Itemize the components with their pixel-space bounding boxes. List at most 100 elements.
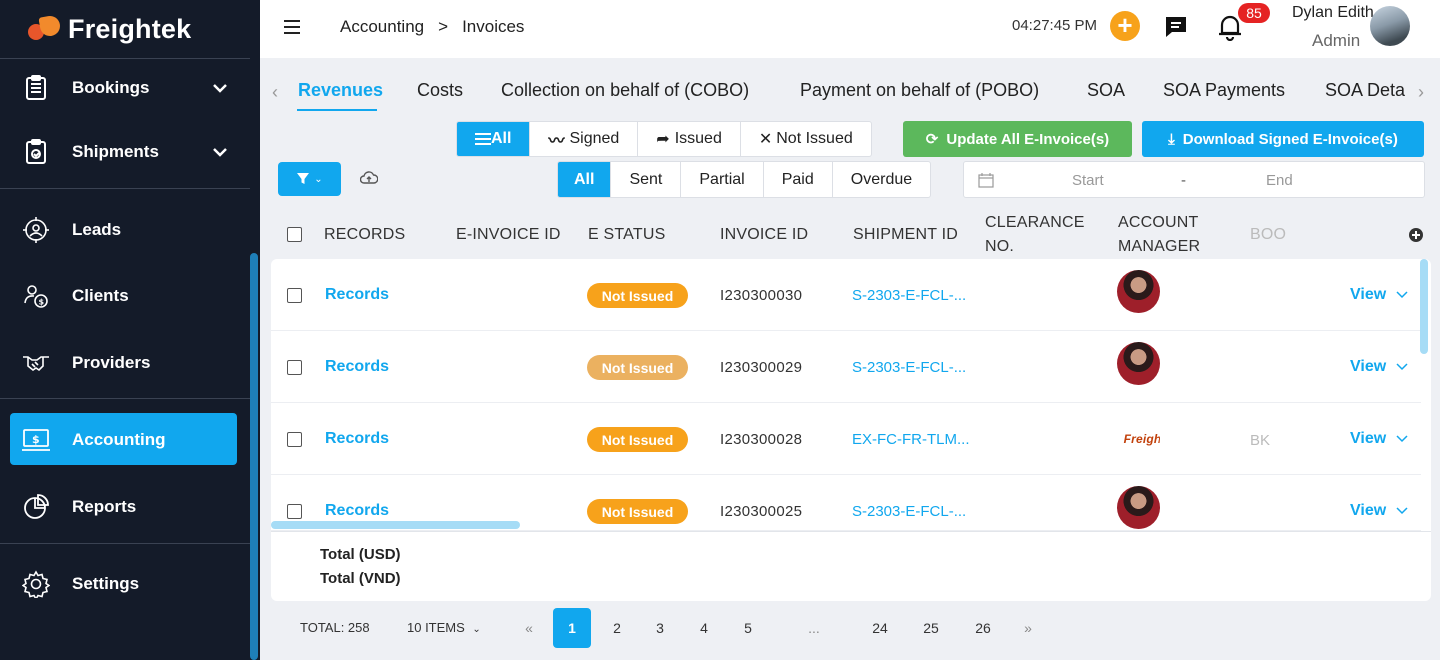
view-link[interactable]: View: [1350, 430, 1387, 447]
column-header-manager-line1[interactable]: ACCOUNT: [1118, 214, 1199, 231]
prev-page-button[interactable]: «: [525, 620, 533, 636]
records-link[interactable]: Records: [325, 502, 390, 519]
payment-paid-button[interactable]: Paid: [762, 162, 832, 197]
tab-soa-details[interactable]: SOA Deta: [1325, 80, 1406, 100]
table-row[interactable]: Records Not Issued I230300030 S-2303-E-F…: [271, 259, 1421, 331]
column-header-clearance-line2[interactable]: NO.: [985, 238, 1015, 255]
menu-icon[interactable]: [284, 20, 300, 34]
column-header-e-status[interactable]: E STATUS: [588, 226, 666, 243]
shipment-clipboard-icon: [22, 138, 50, 166]
chat-icon[interactable]: [1163, 14, 1189, 45]
breadcrumb: Accounting > Invoices: [340, 17, 524, 37]
sidebar-scrollbar[interactable]: [250, 253, 258, 660]
sidebar-item-settings[interactable]: Settings: [0, 562, 250, 606]
sidebar-item-reports[interactable]: Reports: [0, 485, 250, 529]
page-ellipsis[interactable]: ...: [808, 620, 820, 636]
shipment-id-link[interactable]: EX-FC-FR-TLM...: [852, 431, 970, 448]
page-3-button[interactable]: 3: [656, 620, 664, 636]
breadcrumb-accounting[interactable]: Accounting: [340, 17, 425, 36]
page-1-button[interactable]: 1: [553, 608, 591, 648]
items-per-page-label: 10 ITEMS: [407, 620, 465, 635]
column-header-booking[interactable]: BOO: [1250, 226, 1287, 243]
row-checkbox[interactable]: [287, 504, 302, 519]
view-link[interactable]: View: [1350, 358, 1387, 375]
filter-not-issued-button[interactable]: ✕ Not Issued: [739, 122, 871, 156]
sidebar-item-shipments[interactable]: Shipments: [0, 130, 250, 174]
account-manager-avatar: [1117, 270, 1160, 313]
add-circle-icon[interactable]: +: [1110, 11, 1140, 41]
page-25-button[interactable]: 25: [923, 620, 939, 636]
sidebar-item-bookings[interactable]: Bookings: [0, 66, 250, 110]
payment-overdue-button[interactable]: Overdue: [831, 162, 930, 197]
app-logo[interactable]: Freightek: [0, 0, 260, 58]
records-link[interactable]: Records: [325, 430, 390, 447]
chevron-down-icon[interactable]: [1396, 359, 1408, 377]
shipment-id-link[interactable]: S-2303-E-FCL-...: [852, 287, 967, 304]
chevron-down-icon[interactable]: [1396, 503, 1408, 521]
bell-icon[interactable]: [1218, 13, 1242, 46]
end-date-input[interactable]: End: [1266, 172, 1293, 189]
column-header-manager-line2[interactable]: MANAGER: [1118, 238, 1201, 255]
filter-signed-button[interactable]: 〰 Signed: [529, 122, 637, 156]
view-link[interactable]: View: [1350, 502, 1387, 519]
chevron-down-icon[interactable]: [212, 80, 228, 101]
filter-issued-button[interactable]: ➦ Issued: [637, 122, 740, 156]
chevron-down-icon[interactable]: [1396, 287, 1408, 305]
chevron-left-icon[interactable]: ‹: [272, 82, 278, 102]
tab-revenues[interactable]: Revenues: [298, 80, 384, 100]
row-checkbox[interactable]: [287, 360, 302, 375]
items-per-page-select[interactable]: 10 ITEMS ⌄: [407, 620, 481, 635]
page-4-button[interactable]: 4: [700, 620, 708, 636]
next-page-button[interactable]: »: [1024, 620, 1032, 636]
download-signed-einvoice-button[interactable]: ⤓ Download Signed E-Invoice(s): [1142, 121, 1424, 157]
view-link[interactable]: View: [1350, 286, 1387, 303]
user-name[interactable]: Dylan Edith: [1292, 4, 1374, 21]
table-row[interactable]: Records Not Issued I230300025 S-2303-E-F…: [271, 475, 1421, 531]
column-header-clearance-line1[interactable]: CLEARANCE: [985, 214, 1085, 231]
filter-dropdown-button[interactable]: ⌄: [278, 162, 341, 196]
start-date-input[interactable]: Start: [1072, 172, 1104, 189]
update-all-einvoice-button[interactable]: ⟳ Update All E-Invoice(s): [903, 121, 1132, 157]
status-badge: Not Issued: [587, 283, 688, 308]
sidebar-item-accounting[interactable]: $ Accounting: [0, 418, 250, 462]
table-row[interactable]: Records Not Issued I230300029 S-2303-E-F…: [271, 331, 1421, 403]
sidebar-item-clients[interactable]: $ Clients: [0, 274, 250, 318]
sidebar-item-providers[interactable]: Providers: [0, 341, 250, 385]
table-row[interactable]: Records Not Issued I230300028 EX-FC-FR-T…: [271, 403, 1421, 475]
payment-all-button[interactable]: All: [558, 162, 611, 197]
date-range-picker[interactable]: Start - End: [963, 161, 1425, 198]
tab-pobo[interactable]: Payment on behalf of (POBO): [800, 80, 1040, 100]
chevron-down-icon[interactable]: [1396, 431, 1408, 449]
select-all-checkbox[interactable]: [287, 227, 302, 242]
column-header-records[interactable]: RECORDS: [324, 226, 406, 243]
row-checkbox[interactable]: [287, 288, 302, 303]
clock: 04:27:45 PM: [1012, 17, 1098, 34]
table-horizontal-scrollbar[interactable]: [271, 521, 520, 529]
column-header-shipment-id[interactable]: SHIPMENT ID: [853, 226, 959, 243]
column-header-invoice-id[interactable]: INVOICE ID: [720, 226, 809, 243]
user-avatar[interactable]: [1370, 6, 1410, 46]
payment-partial-button[interactable]: Partial: [680, 162, 762, 197]
add-column-icon[interactable]: [1409, 228, 1423, 247]
page-26-button[interactable]: 26: [975, 620, 991, 636]
page-2-button[interactable]: 2: [613, 620, 621, 636]
records-link[interactable]: Records: [325, 358, 390, 375]
page-24-button[interactable]: 24: [872, 620, 888, 636]
filter-all-button[interactable]: All: [457, 122, 530, 156]
shipment-id-link[interactable]: S-2303-E-FCL-...: [852, 503, 967, 520]
column-header-einvoice-id[interactable]: E-INVOICE ID: [456, 226, 561, 243]
table-vertical-scrollbar[interactable]: [1420, 259, 1428, 354]
records-link[interactable]: Records: [325, 286, 390, 303]
page-5-button[interactable]: 5: [744, 620, 752, 636]
chevron-right-icon[interactable]: ›: [1418, 82, 1424, 102]
tab-costs[interactable]: Costs: [417, 80, 464, 100]
cloud-upload-icon[interactable]: [359, 171, 379, 190]
sidebar-item-leads[interactable]: Leads: [0, 208, 250, 252]
tab-soa-payments[interactable]: SOA Payments: [1163, 80, 1286, 100]
payment-sent-button[interactable]: Sent: [610, 162, 680, 197]
row-checkbox[interactable]: [287, 432, 302, 447]
chevron-down-icon[interactable]: [212, 144, 228, 165]
tab-soa[interactable]: SOA: [1087, 80, 1126, 100]
shipment-id-link[interactable]: S-2303-E-FCL-...: [852, 359, 967, 376]
tab-cobo[interactable]: Collection on behalf of (COBO): [501, 80, 750, 100]
